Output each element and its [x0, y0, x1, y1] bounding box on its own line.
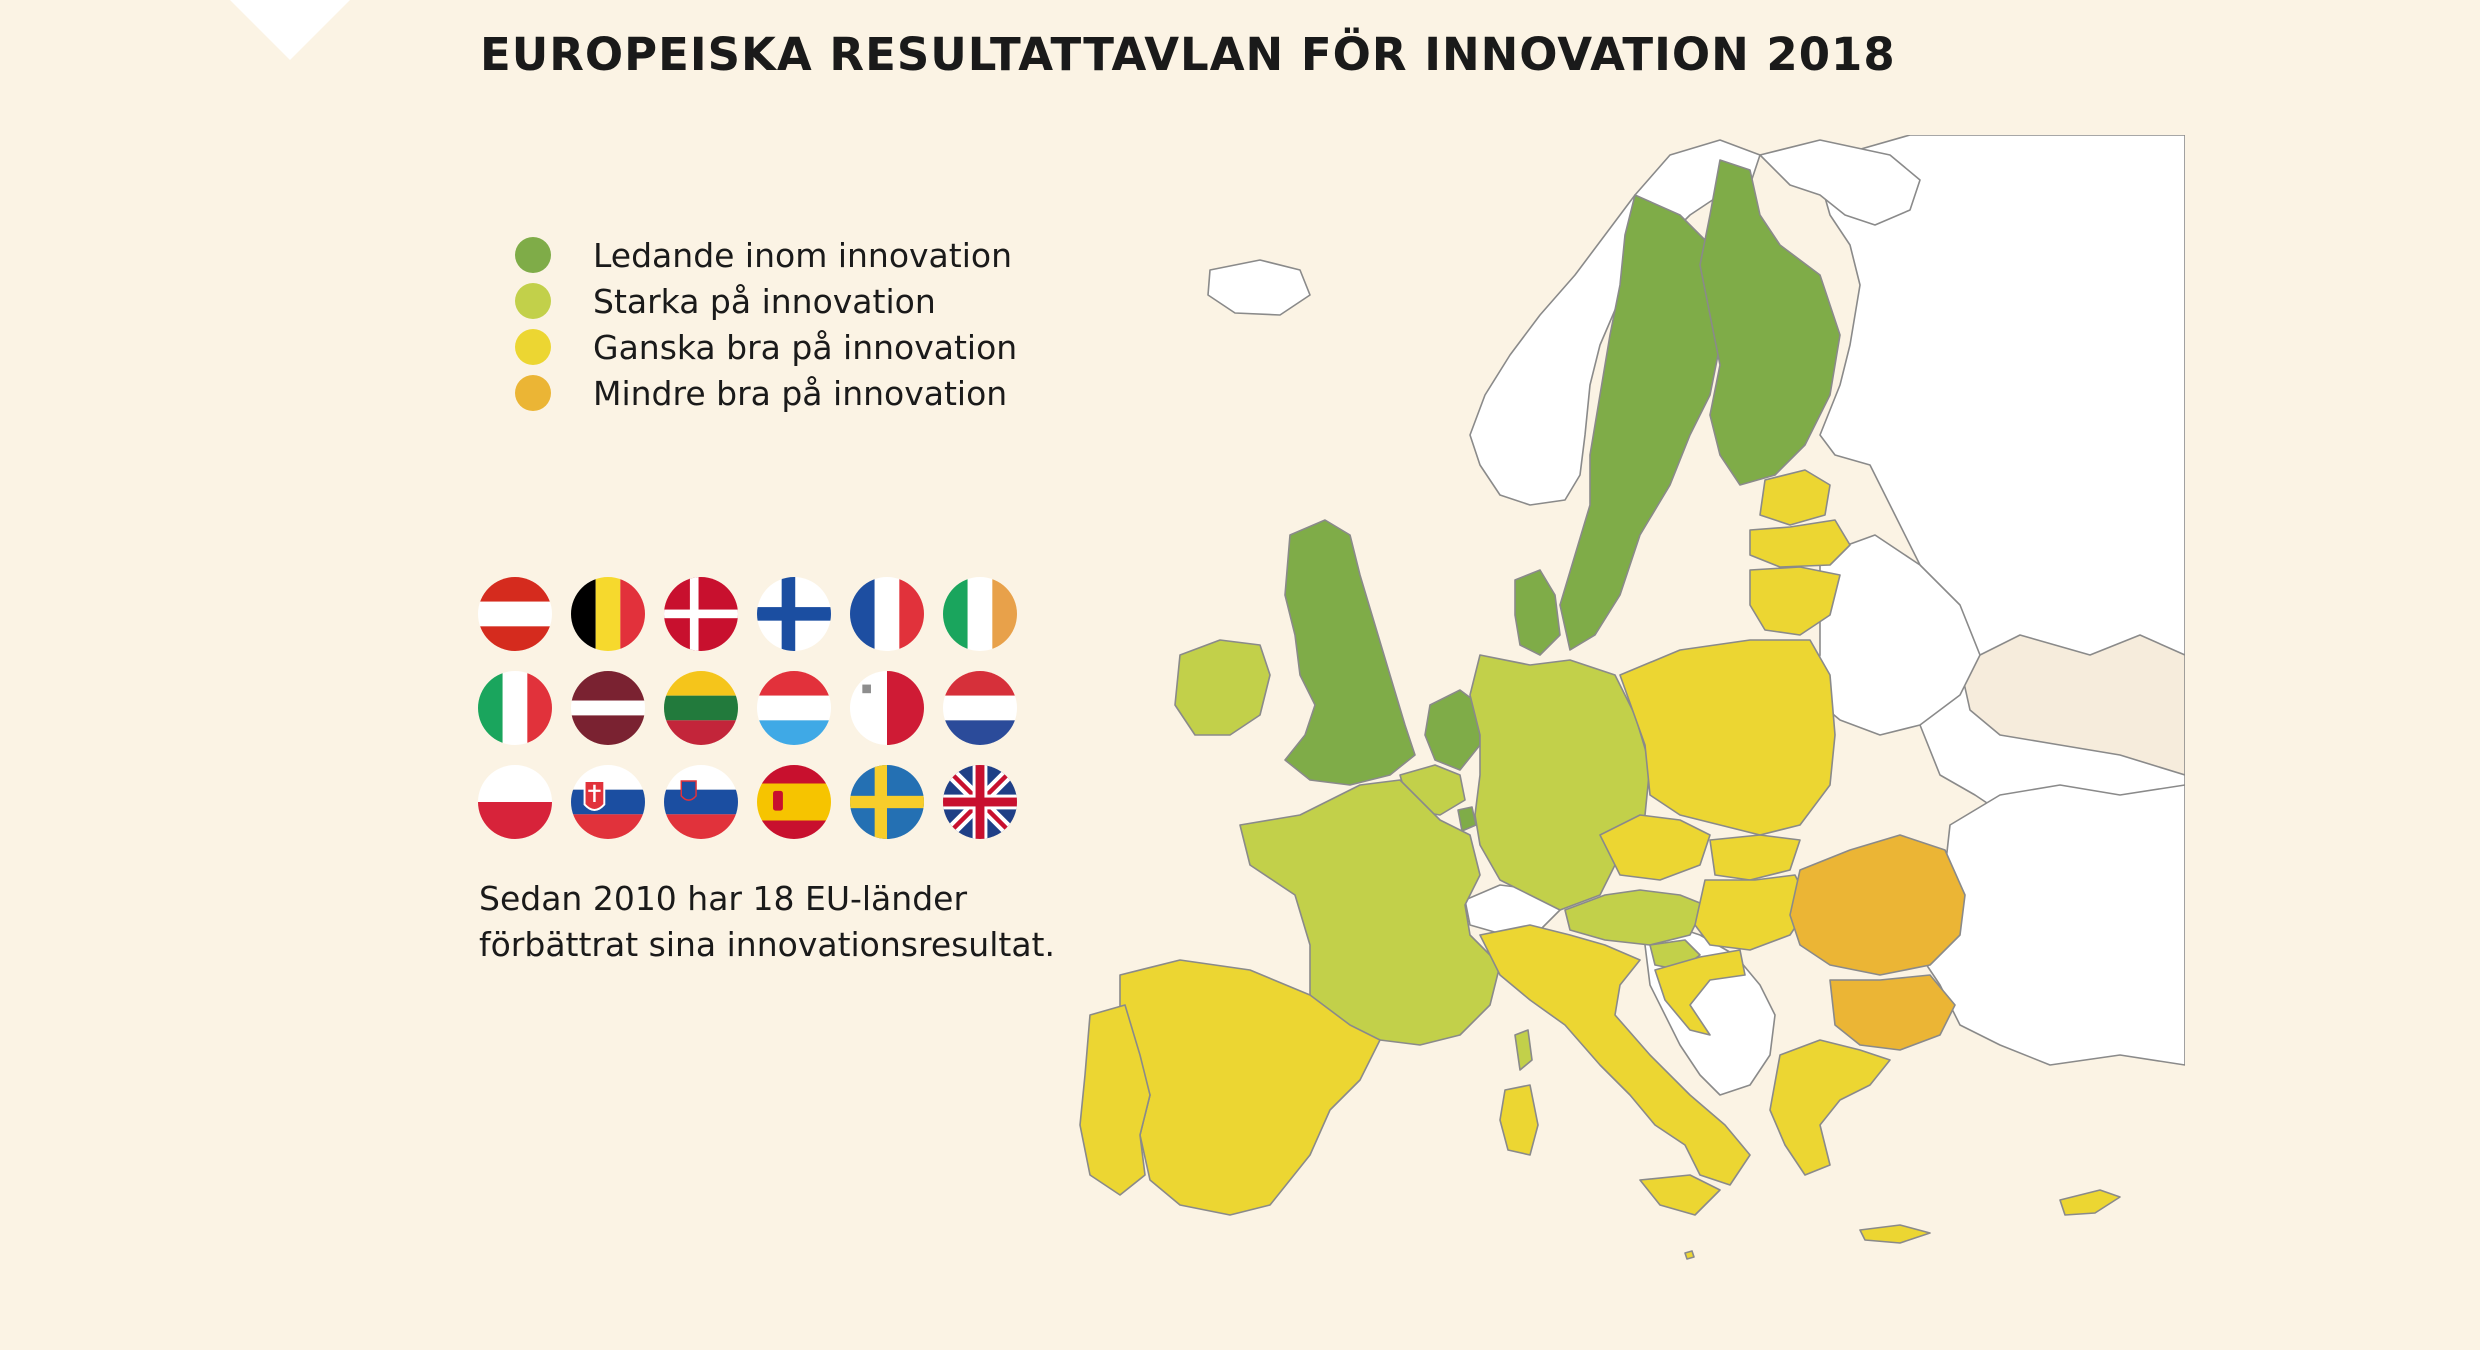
- flag-finland-icon: [757, 577, 831, 651]
- country-greece: [1769, 1039, 1891, 1176]
- country-cyprus: [2059, 1189, 2121, 1216]
- flag-grid: [478, 577, 1017, 839]
- country-france: [1239, 779, 1501, 1046]
- flag-latvia-icon: [571, 671, 645, 745]
- country-estonia: [1759, 469, 1831, 526]
- non-eu-other: [1959, 634, 2185, 776]
- country-poland: [1619, 639, 1836, 836]
- country-luxembourg: [1457, 806, 1477, 832]
- non-eu-kola: [1759, 139, 1921, 226]
- flag-ireland-icon: [943, 577, 1017, 651]
- legend-item-moderate: Ganska bra på innovation: [515, 324, 1017, 370]
- country-italy-sicily: [1639, 1174, 1721, 1216]
- country-latvia: [1749, 519, 1851, 568]
- flag-sweden-icon: [850, 765, 924, 839]
- legend-item-leader: Ledande inom innovation: [515, 232, 1017, 278]
- country-romania: [1789, 834, 1966, 976]
- legend-label: Ganska bra på innovation: [593, 327, 1018, 367]
- flag-united-kingdom-icon: [943, 765, 1017, 839]
- flag-slovenia-icon: [664, 765, 738, 839]
- flag-luxembourg-icon: [757, 671, 831, 745]
- summary-note-line-1: Sedan 2010 har 18 EU-länder: [479, 879, 968, 918]
- legend-label: Starka på innovation: [593, 281, 936, 321]
- country-lithuania: [1749, 566, 1841, 636]
- page-title: EUROPEISKA RESULTATTAVLAN FÖR INNOVATION…: [480, 28, 1896, 81]
- legend-label: Ledande inom innovation: [593, 235, 1012, 275]
- map-legend: Ledande inom innovation Starka på innova…: [515, 232, 1017, 416]
- country-hungary: [1694, 874, 1811, 951]
- country-denmark: [1514, 569, 1561, 656]
- country-greece-crete: [1859, 1224, 1931, 1244]
- flag-spain-icon: [757, 765, 831, 839]
- country-croatia: [1654, 949, 1746, 1036]
- legend-dot-modest: [515, 375, 551, 411]
- country-netherlands: [1424, 689, 1481, 771]
- country-slovakia: [1709, 834, 1801, 881]
- country-united-kingdom: [1284, 519, 1416, 786]
- non-eu-russia: [1819, 135, 2185, 876]
- legend-dot-moderate: [515, 329, 551, 365]
- flag-poland-icon: [478, 765, 552, 839]
- flag-austria-icon: [478, 577, 552, 651]
- flag-lithuania-icon: [664, 671, 738, 745]
- flag-belgium-icon: [571, 577, 645, 651]
- flag-denmark-icon: [664, 577, 738, 651]
- legend-label: Mindre bra på innovation: [593, 373, 1008, 413]
- summary-note: Sedan 2010 har 18 EU-länder förbättrat s…: [479, 876, 1055, 968]
- legend-dot-leader: [515, 237, 551, 273]
- country-czech-republic: [1599, 814, 1711, 881]
- flag-netherlands-icon: [943, 671, 1017, 745]
- non-eu-belarus-ukraine: [1809, 534, 1981, 736]
- flag-malta-icon: [850, 671, 924, 745]
- summary-note-line-2: förbättrat sina innovationsresultat.: [479, 925, 1055, 964]
- country-italy: [1479, 924, 1751, 1186]
- legend-item-strong: Starka på innovation: [515, 278, 1017, 324]
- flag-slovakia-icon: [571, 765, 645, 839]
- europe-map: [1060, 135, 2185, 1265]
- country-bulgaria: [1829, 974, 1956, 1051]
- country-finland: [1699, 159, 1841, 486]
- country-italy-sardinia: [1499, 1084, 1539, 1156]
- legend-item-modest: Mindre bra på innovation: [515, 370, 1017, 416]
- corner-notch: [230, 0, 350, 60]
- country-malta: [1684, 1250, 1695, 1260]
- flag-france-icon: [850, 577, 924, 651]
- country-france-corsica: [1514, 1029, 1533, 1071]
- country-ireland: [1174, 639, 1271, 736]
- legend-dot-strong: [515, 283, 551, 319]
- non-eu-iceland: [1207, 259, 1311, 316]
- flag-italy-icon: [478, 671, 552, 745]
- country-portugal: [1079, 1004, 1151, 1196]
